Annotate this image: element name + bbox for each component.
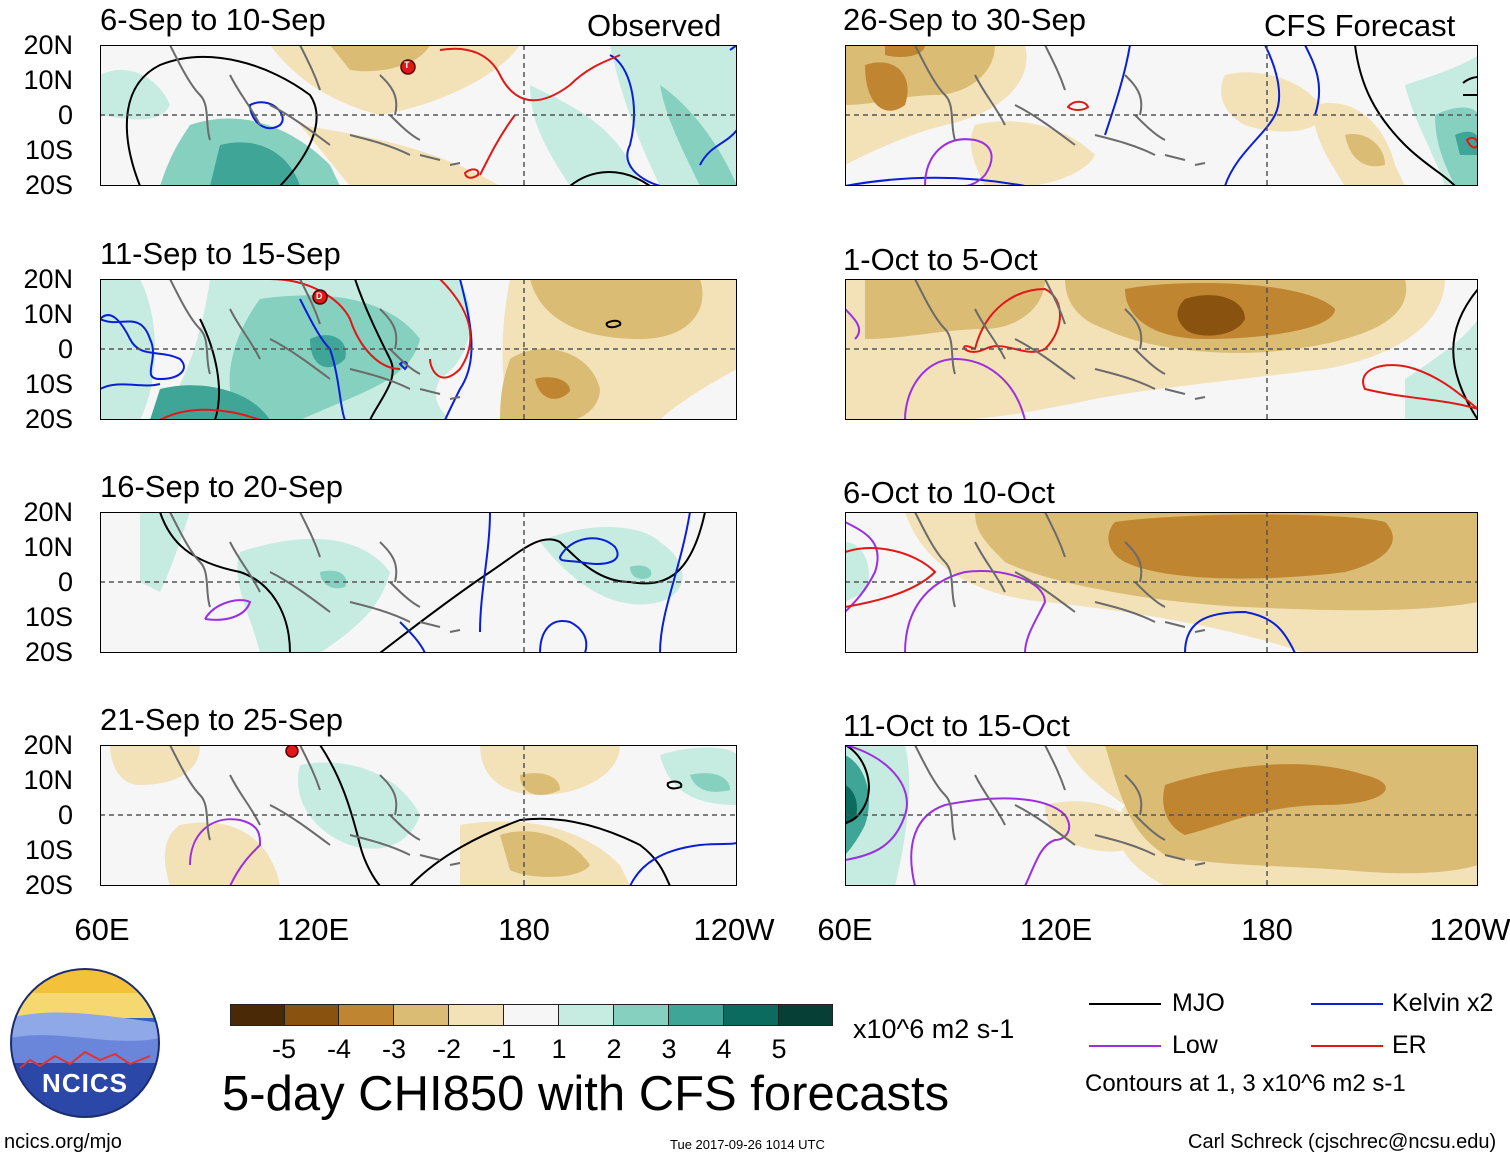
storm-marker-label-2: D — [316, 291, 323, 301]
observed-label: Observed — [587, 8, 722, 43]
map-panel-5 — [845, 45, 1478, 186]
panel-title-2: 11-Sep to 15-Sep — [100, 236, 341, 271]
legend-label-er: ER — [1392, 1031, 1427, 1059]
footer-credit: Carl Schreck (cjschrec@ncsu.edu) — [1188, 1131, 1497, 1153]
cfs-forecast-label: CFS Forecast — [1264, 8, 1456, 43]
storm-marker-2 — [312, 289, 328, 305]
storm-marker-label-1: T — [404, 60, 410, 70]
panel-title-1: 6-Sep to 10-Sep — [100, 2, 326, 37]
colorbar-cell-8 — [613, 1004, 669, 1026]
map-panel-8 — [845, 745, 1478, 886]
colorbar-cell-10 — [723, 1004, 779, 1026]
panel-title-4: 21-Sep to 25-Sep — [100, 702, 344, 737]
main-title: 5-day CHI850 with CFS forecasts — [222, 1067, 950, 1121]
colorbar-cell-6 — [503, 1004, 559, 1026]
legend-line-er — [1311, 1045, 1383, 1047]
map-panel-2 — [100, 279, 737, 420]
storm-marker-3 — [285, 745, 299, 758]
colorbar-cell-1 — [230, 1004, 285, 1026]
colorbar-units: x10^6 m2 s-1 — [853, 1014, 1015, 1044]
colorbar-cell-3 — [338, 1004, 394, 1026]
logo-text: NCICS — [42, 1068, 128, 1098]
map-panel-1 — [100, 45, 737, 186]
legend-line-mjo — [1089, 1003, 1161, 1005]
panel-title-7: 6-Oct to 10-Oct — [843, 475, 1055, 510]
legend-note: Contours at 1, 3 x10^6 m2 s-1 — [1085, 1070, 1406, 1097]
legend-line-low — [1089, 1045, 1161, 1047]
colorbar-cell-11 — [778, 1004, 833, 1026]
map-panel-3 — [100, 512, 737, 653]
footer-url[interactable]: ncics.org/mjo — [4, 1131, 122, 1153]
legend-label-mjo: MJO — [1172, 989, 1225, 1017]
panel-title-5: 26-Sep to 30-Sep — [843, 2, 1087, 37]
map-panel-4 — [100, 745, 737, 886]
panel-title-8: 11-Oct to 15-Oct — [843, 708, 1070, 743]
legend-label-kelvin: Kelvin x2 — [1392, 989, 1494, 1017]
storm-marker-1 — [400, 59, 416, 75]
ncics-logo: NCICS — [10, 968, 160, 1118]
legend-label-low: Low — [1172, 1031, 1218, 1059]
panel-title-3: 16-Sep to 20-Sep — [100, 469, 344, 504]
colorbar-cell-9 — [668, 1004, 724, 1026]
colorbar-cell-4 — [393, 1004, 449, 1026]
map-panel-6 — [845, 279, 1478, 420]
colorbar-cell-2 — [284, 1004, 339, 1026]
panel-title-6: 1-Oct to 5-Oct — [843, 242, 1038, 277]
colorbar-cell-7 — [558, 1004, 614, 1026]
map-panel-7 — [845, 512, 1478, 653]
colorbar-cell-5 — [448, 1004, 504, 1026]
footer-timestamp: Tue 2017-09-26 1014 UTC — [670, 1137, 825, 1152]
legend-line-kelvin — [1311, 1003, 1383, 1005]
